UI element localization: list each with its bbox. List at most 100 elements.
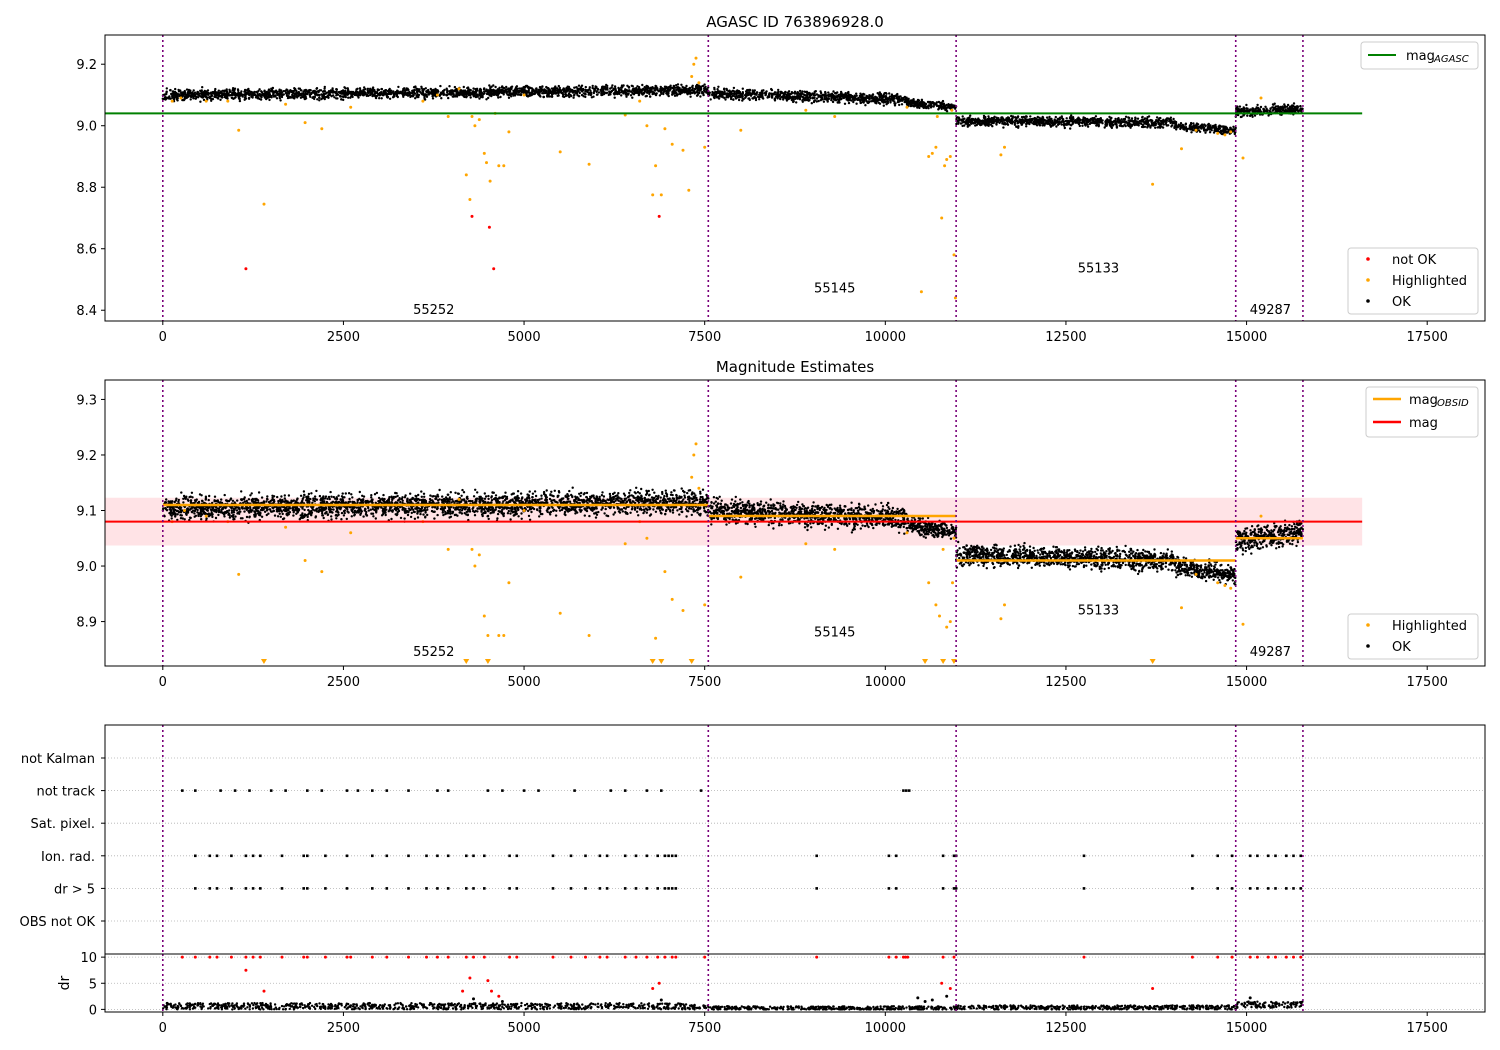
ok-point	[660, 88, 663, 92]
ok-point	[1062, 120, 1065, 124]
ok-point	[1242, 107, 1245, 111]
ok-point	[280, 93, 283, 97]
ok-point	[867, 101, 870, 104]
ok-point	[344, 95, 347, 99]
ok-point	[879, 96, 882, 99]
ok-point	[1135, 123, 1138, 126]
ok-point	[738, 94, 742, 97]
ok-point	[699, 95, 702, 98]
obs-label: 55252	[413, 303, 454, 318]
ok-point	[749, 93, 753, 96]
y-tick-label: 8.8	[76, 181, 97, 196]
ok-point	[323, 97, 326, 101]
ok-point	[691, 85, 694, 89]
ok-point	[560, 91, 563, 95]
ok-point	[798, 98, 802, 101]
ok-point	[608, 92, 611, 95]
ok-point	[490, 94, 493, 98]
ok-point	[689, 95, 692, 98]
ok-point	[516, 87, 519, 91]
ok-point	[584, 95, 587, 99]
ok-point	[1048, 118, 1052, 122]
ok-point	[741, 87, 744, 90]
ok-point	[492, 88, 495, 92]
ok-point	[730, 93, 733, 96]
ok-point	[729, 97, 733, 101]
ok-point	[637, 86, 641, 89]
ok-point	[479, 89, 482, 93]
highlighted-point	[497, 164, 501, 168]
ok-point	[210, 93, 213, 96]
ok-point	[561, 93, 565, 96]
ok-point	[655, 92, 658, 95]
ok-point	[723, 90, 726, 93]
ok-point	[541, 92, 544, 95]
ok-point	[318, 94, 321, 97]
ok-point	[722, 92, 725, 96]
ok-point	[976, 122, 979, 125]
ok-point	[777, 88, 780, 92]
ok-point	[193, 91, 197, 94]
ok-point	[505, 85, 508, 89]
ok-point	[1299, 109, 1303, 112]
ok-point	[833, 98, 837, 101]
y-tick-label: 9.0	[76, 120, 97, 135]
ok-point	[1128, 123, 1132, 126]
ok-point	[861, 94, 864, 98]
ok-point	[687, 91, 690, 95]
ok-point	[485, 92, 489, 96]
ok-point	[751, 97, 755, 100]
ok-point	[201, 86, 204, 89]
ok-point	[1143, 125, 1147, 128]
ok-point	[998, 121, 1001, 125]
ok-point	[1025, 125, 1028, 128]
ok-point	[970, 122, 973, 126]
ok-point	[915, 102, 919, 105]
ok-point	[200, 91, 204, 94]
highlighted-point	[179, 96, 183, 100]
ok-point	[1064, 119, 1067, 123]
ok-point	[208, 95, 212, 98]
ok-point	[948, 106, 951, 109]
ok-point	[842, 96, 846, 100]
ok-point	[504, 89, 507, 92]
ok-point	[413, 92, 417, 95]
ok-point	[589, 89, 592, 93]
ok-point	[1096, 117, 1099, 121]
ok-point	[1206, 123, 1210, 126]
ok-point	[346, 89, 350, 93]
ok-point	[1245, 107, 1248, 110]
ok-point	[409, 95, 412, 99]
ok-point	[927, 100, 930, 104]
y-tick-label: 8.6	[76, 243, 97, 258]
ok-point	[445, 94, 448, 97]
ok-point	[309, 92, 313, 96]
obs-boundaries	[162, 35, 1304, 321]
ok-point	[469, 92, 472, 95]
ok-point	[260, 96, 263, 99]
ok-point	[685, 84, 688, 88]
ok-point	[501, 85, 504, 88]
ok-point	[1069, 127, 1072, 130]
ok-point	[871, 97, 874, 100]
ok-point	[536, 90, 539, 93]
ok-point	[927, 104, 930, 107]
ok-point	[355, 93, 358, 96]
ok-point	[259, 98, 263, 101]
ok-point	[1033, 119, 1036, 123]
ok-point	[447, 96, 450, 100]
ok-point	[1246, 114, 1249, 117]
ok-point	[877, 93, 881, 96]
ok-point	[238, 97, 241, 100]
ok-point	[179, 89, 182, 92]
ok-point	[820, 96, 824, 100]
highlighted-point	[943, 164, 947, 168]
ok-point	[777, 94, 780, 97]
highlighted-point	[927, 155, 931, 158]
ok-point	[1141, 116, 1144, 119]
ok-point	[597, 91, 601, 94]
ok-point	[613, 85, 617, 88]
ok-point	[611, 84, 614, 87]
ok-point	[1231, 128, 1235, 131]
